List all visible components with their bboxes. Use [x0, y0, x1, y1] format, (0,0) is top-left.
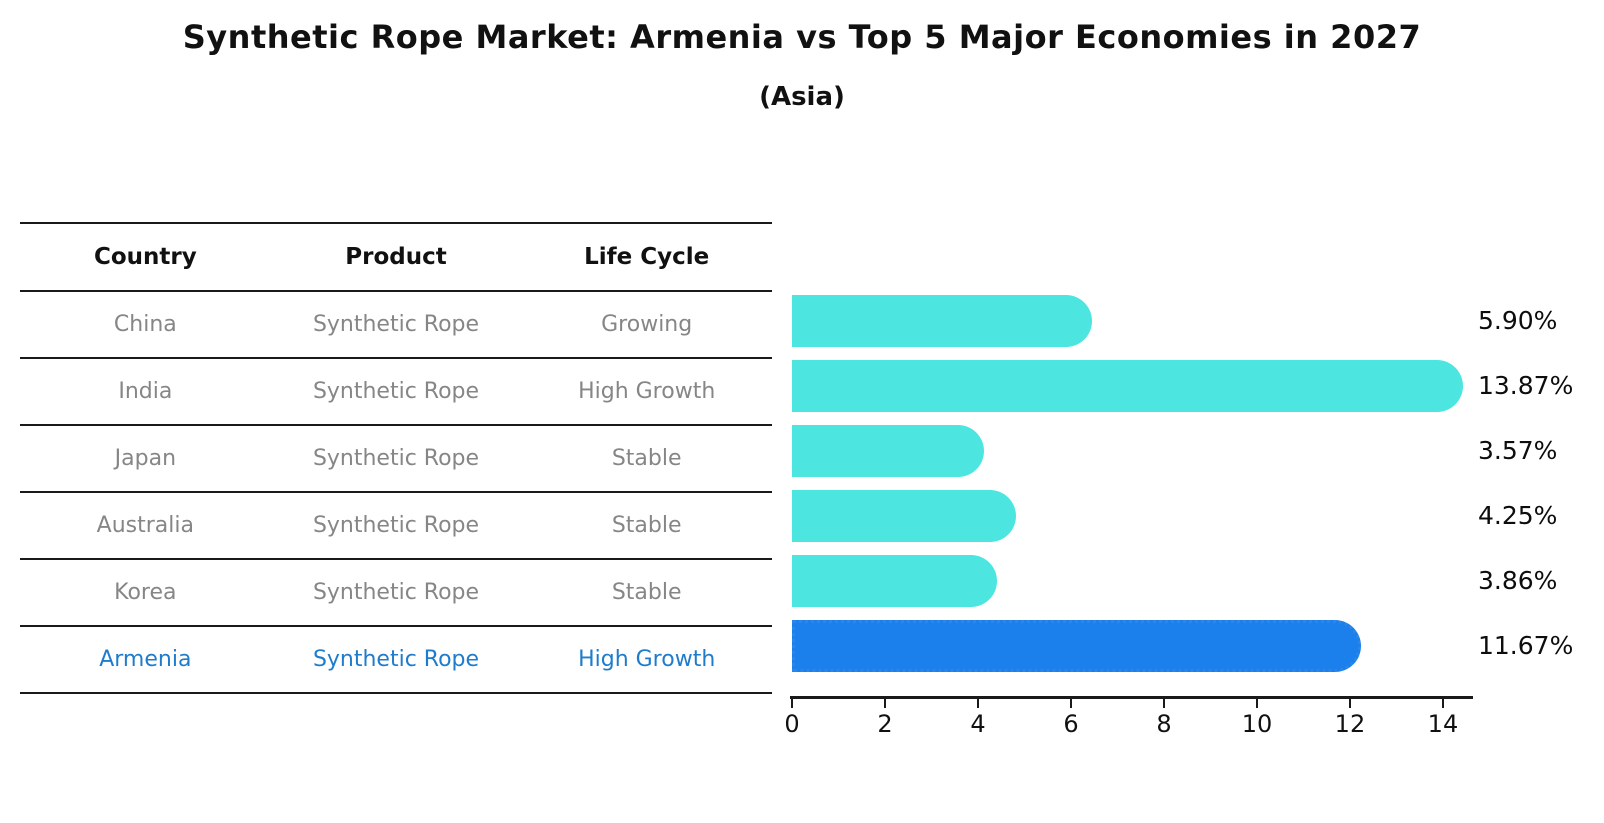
x-tick-mark	[976, 699, 980, 708]
header-product: Product	[345, 244, 447, 270]
country-cell: Korea	[114, 580, 177, 605]
bar-chart	[792, 288, 1482, 678]
value-label-japan: 3.57%	[1478, 435, 1558, 465]
product-cell: Synthetic Rope	[312, 647, 480, 672]
life-cycle-cell: High Growth	[578, 647, 716, 672]
value-label-korea: 3.86%	[1478, 565, 1558, 595]
country-cell: Japan	[114, 446, 177, 471]
life-cycle-cell: Growing	[601, 312, 693, 337]
x-tick-mark	[883, 699, 887, 708]
bar-japan	[792, 424, 984, 477]
bar-india	[792, 359, 1463, 412]
value-label-armenia: 11.67%	[1478, 630, 1574, 660]
x-tick-label: 8	[1156, 710, 1172, 738]
x-tick-mark	[1348, 699, 1352, 708]
x-tick-label: 14	[1427, 710, 1459, 738]
x-tick-mark	[1255, 699, 1259, 708]
country-cell: Australia	[96, 513, 194, 538]
table-row-japan: Japan Synthetic Rope Stable	[20, 426, 772, 493]
x-axis-line	[790, 696, 1473, 699]
product-cell: Synthetic Rope	[312, 580, 480, 605]
country-cell: China	[113, 312, 177, 337]
x-tick-label: 6	[1063, 710, 1079, 738]
table-row-korea: Korea Synthetic Rope Stable	[20, 560, 772, 627]
product-cell: Synthetic Rope	[312, 379, 480, 404]
header-country: Country	[93, 244, 197, 270]
x-tick-label: 0	[784, 710, 800, 738]
x-tick-mark	[1441, 699, 1445, 708]
bar-armenia	[792, 619, 1361, 672]
product-cell: Synthetic Rope	[312, 513, 480, 538]
value-label-india: 13.87%	[1478, 370, 1574, 400]
table-row-australia: Australia Synthetic Rope Stable	[20, 493, 772, 560]
chart-title: Synthetic Rope Market: Armenia vs Top 5 …	[182, 18, 1422, 56]
table-header-row: Country Product Life Cycle	[20, 222, 772, 292]
x-tick-mark	[1069, 699, 1073, 708]
bar-korea	[792, 554, 998, 607]
value-label-china: 5.90%	[1478, 305, 1558, 335]
chart-subtitle: (Asia)	[759, 82, 845, 112]
header-life-cycle: Life Cycle	[584, 244, 710, 270]
life-cycle-cell: Stable	[611, 446, 682, 471]
country-cell: India	[118, 379, 173, 404]
life-cycle-cell: Stable	[611, 580, 682, 605]
x-tick-mark	[790, 699, 794, 708]
bar-china	[792, 294, 1093, 347]
x-tick-label: 4	[970, 710, 986, 738]
value-label-australia: 4.25%	[1478, 500, 1558, 530]
life-cycle-cell: Stable	[611, 513, 682, 538]
x-axis: 0 2 4 6 8 10 12 14	[784, 696, 1473, 746]
x-tick-label: 2	[877, 710, 893, 738]
country-cell: Armenia	[99, 647, 192, 672]
product-cell: Synthetic Rope	[312, 312, 480, 337]
x-tick-label: 12	[1334, 710, 1366, 738]
summary-table: Country Product Life Cycle China Synthet…	[20, 222, 772, 694]
bar-australia	[792, 489, 1016, 542]
table-row-india: India Synthetic Rope High Growth	[20, 359, 772, 426]
x-tick-mark	[1162, 699, 1166, 708]
table-row-armenia: Armenia Synthetic Rope High Growth	[20, 627, 772, 694]
table-row-china: China Synthetic Rope Growing	[20, 292, 772, 359]
product-cell: Synthetic Rope	[312, 446, 480, 471]
life-cycle-cell: High Growth	[578, 379, 716, 404]
value-labels: 5.90% 13.87% 3.57% 4.25% 3.86% 11.67%	[1478, 288, 1598, 678]
x-tick-label: 10	[1241, 710, 1273, 738]
